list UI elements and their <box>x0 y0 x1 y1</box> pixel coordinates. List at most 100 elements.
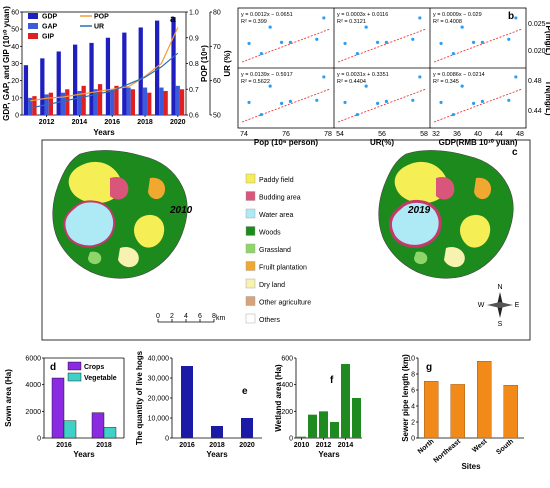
panel-f-ytick-label: 400 <box>281 382 293 389</box>
panel-a-bar-gdp <box>122 32 127 115</box>
panel-b-point <box>376 101 380 105</box>
panel-d-legend-label: Vegetable <box>84 375 117 382</box>
panel-c-map-2010-paddy-field <box>68 161 122 204</box>
panel-c-map-2019-budding-area <box>436 176 455 200</box>
panel-c-scale-tick-label: 8 <box>212 313 216 320</box>
panel-d-ytick-label: 0 <box>37 436 41 443</box>
panel-a-bar-gip <box>32 96 37 115</box>
panel-g-ytick-label: 4 <box>411 404 415 411</box>
panel-b-letter: b <box>508 11 514 22</box>
panel-d: 0 2000 4000 6000 2016 2018 Crops Vegetable Years… <box>4 356 125 459</box>
panel-e-ytick-label: 10,000 <box>148 416 170 423</box>
panel-a-ytick-label: 30 <box>11 61 19 68</box>
panel-a-legend-swatch <box>28 23 38 29</box>
panel-b-point <box>315 98 319 102</box>
panel-b-point <box>460 25 464 29</box>
panel-b-point <box>247 100 251 105</box>
panel-d-ytick-label: 2000 <box>25 409 41 416</box>
panel-e-xtick-label: 2016 <box>179 442 195 449</box>
panel-a-line-pop <box>30 27 179 102</box>
panel-c-legend-label: Paddy field <box>259 177 294 184</box>
panel-e: 0 10,000 20,000 30,000 40,000 2016 2018 2020 Yea… <box>135 350 262 459</box>
panel-d-ylabel: Sown area (Ha) <box>4 369 13 427</box>
panel-a-legend-label: GIP <box>42 34 54 41</box>
panel-a-legend-label: GDP <box>42 14 58 21</box>
panel-c-frame <box>41 139 531 341</box>
panel-f-ytick-label: 0 <box>289 436 293 443</box>
panel-b-point <box>384 40 388 45</box>
panel-c-legend-label: Grassland <box>259 247 291 254</box>
panel-f-bar <box>352 398 361 438</box>
panel-d-bar-vegetable <box>103 427 117 439</box>
panel-b-xtick-label: 32 <box>432 131 440 138</box>
panel-b-r2: R² = 0.399 <box>241 19 267 25</box>
panel-a-bar-gdp <box>155 20 160 115</box>
panel-b-xtick-label: 76 <box>282 131 290 138</box>
panel-c-compass-label: W <box>478 302 485 309</box>
panel-a-bar-gip <box>81 85 86 115</box>
panel-e-bar <box>241 418 253 438</box>
panel-b-point <box>514 75 518 79</box>
panel-f-bar <box>330 422 339 438</box>
panel-c-map-2010-budding-area <box>110 176 129 200</box>
panel-c-compass-label: N <box>497 284 502 291</box>
panel-f-bar <box>297 436 306 438</box>
panel-c-map-2010-dry-land <box>118 246 139 268</box>
panel-c-legend-label: Woods <box>259 230 281 237</box>
panel-c-legend-label: Fruilt plantation <box>259 265 307 272</box>
panel-b-r2: R² = 0.4008 <box>433 19 462 25</box>
panel-c-map-2010-fruit-plantation <box>148 177 166 200</box>
panel-c-legend-label: Dry land <box>259 282 285 289</box>
panel-a-xtick-label: 2016 <box>104 119 120 126</box>
panel-g-ytick-label: 6 <box>411 388 415 395</box>
panel-c-legend-swatch <box>245 173 256 184</box>
panel-f-xtick-label: 2012 <box>316 442 332 449</box>
panel-c-map-2019-paddy-field-2 <box>460 214 491 248</box>
panel-b-xlabel: UR(%) <box>370 138 394 147</box>
panel-b-ytick-bottom: 0.48 <box>528 78 542 85</box>
panel-e-bar <box>211 426 223 438</box>
panel-a-bar-gip <box>97 84 103 115</box>
panel-c-map-2010-paddy-field-2 <box>134 214 165 248</box>
panel-c-legend-swatch <box>245 208 256 219</box>
panel-b-point <box>507 37 511 41</box>
panel-a-ylabel-pop: POP (10⁶) <box>200 45 209 82</box>
panel-d-letter: d <box>50 362 56 373</box>
panel-b-point <box>288 99 292 103</box>
panel-b-point <box>376 40 380 44</box>
panel-c-letter: c <box>512 147 518 158</box>
panel-f-ytick-label: 200 <box>281 409 293 416</box>
panel-a-ytick-label: 0 <box>15 113 19 120</box>
panel-c-scale-tick-label: 4 <box>184 313 188 320</box>
panel-a-ytick-label: 20 <box>11 78 19 85</box>
panel-f-ytick-label: 600 <box>281 356 293 363</box>
panel-b-equation: y = 0.0139x − 0.5917 <box>241 72 293 78</box>
panel-b-xlabel: Pop (10⁶ person) <box>254 138 318 147</box>
panel-b-point <box>280 40 284 44</box>
panel-g-bar <box>424 381 439 439</box>
panel-f-bar <box>341 364 350 438</box>
panel-b-point <box>418 16 422 20</box>
panel-e-ytick-label: 0 <box>165 436 169 443</box>
panel-e-xtick-label: 2020 <box>239 442 255 449</box>
panel-a-line-ur <box>30 52 179 109</box>
panel-d-xlabel: Years <box>73 450 95 459</box>
panel-c-legend-swatch <box>245 226 256 236</box>
panel-g-ytick-label: 0 <box>411 436 415 443</box>
panel-b-point <box>268 25 272 29</box>
panel-g-bar <box>477 361 492 439</box>
panel-c-year-left: 2010 <box>169 205 193 216</box>
panel-c-year-right: 2019 <box>407 205 431 216</box>
panel-b-trendline <box>337 28 427 63</box>
panel-a-bar-gap <box>77 90 82 115</box>
panel-c-legend-label: Water area <box>259 212 293 219</box>
panel-b-xtick-label: 58 <box>420 131 428 138</box>
panel-b-xlabel: GDP(RMB 10¹⁰ yuan) <box>439 138 518 147</box>
panel-g-xlabel: Sites <box>461 462 481 471</box>
panel-e-xlabel: Years <box>206 450 228 459</box>
panel-e-ytick-label: 20,000 <box>148 396 170 403</box>
